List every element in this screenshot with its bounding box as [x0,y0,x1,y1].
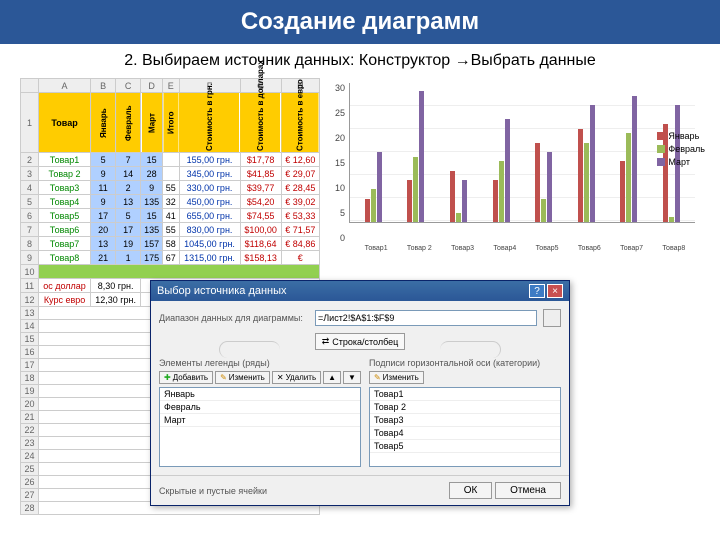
hidden-cells-button[interactable]: Скрытые и пустые ячейки [159,486,267,496]
chart-xaxis: Товар1Товар 2Товар3Товар4Товар5Товар6Тов… [335,243,695,252]
dialog-titlebar[interactable]: Выбор источника данных ? × [151,281,569,301]
list-item[interactable]: Товар 2 [370,401,560,414]
chart-legend: ЯнварьФевральМарт [657,128,705,170]
ok-button[interactable]: ОК [449,482,493,499]
close-button[interactable]: × [547,284,563,298]
edit-series-button[interactable]: ✎Изменить [215,371,270,384]
axis-labels-title: Подписи горизонтальной оси (категории) [369,358,561,368]
swap-label: Строка/столбец [332,337,398,347]
dialog-title-text: Выбор источника данных [157,285,287,297]
move-down-button[interactable]: ▼ [343,371,361,384]
list-item[interactable]: Январь [160,388,360,401]
cancel-button[interactable]: Отмена [495,482,561,499]
add-series-button[interactable]: ✚Добавить [159,371,213,384]
swap-icon: ⇄ [322,336,330,347]
list-item[interactable]: Товар3 [370,414,560,427]
edit-labels-button[interactable]: ✎Изменить [369,371,424,384]
labels-listbox[interactable]: Товар1Товар 2Товар3Товар4Товар5 [369,387,561,467]
list-item[interactable]: Товар5 [370,440,560,453]
list-item[interactable]: Товар1 [370,388,560,401]
list-item[interactable]: Товар4 [370,427,560,440]
data-source-dialog: Выбор источника данных ? × Диапазон данн… [150,280,570,506]
swap-rowcol-button[interactable]: ⇄ Строка/столбец [315,333,406,350]
page-subtitle: 2. Выбираем источник данных: Конструктор… [0,44,720,78]
delete-series-button[interactable]: ✕Удалить [272,371,321,384]
chart-plot [349,83,695,223]
page-title: Создание диаграмм [0,0,720,44]
series-listbox[interactable]: ЯнварьФевральМарт [159,387,361,467]
list-item[interactable]: Март [160,414,360,427]
range-input[interactable] [315,310,537,326]
help-button[interactable]: ? [529,284,545,298]
move-up-button[interactable]: ▲ [323,371,341,384]
chart-yaxis: 302520151050 [335,83,349,243]
list-item[interactable]: Февраль [160,401,360,414]
legend-series-title: Элементы легенды (ряды) [159,358,361,368]
range-label: Диапазон данных для диаграммы: [159,313,309,323]
range-ref-button[interactable] [543,309,561,327]
